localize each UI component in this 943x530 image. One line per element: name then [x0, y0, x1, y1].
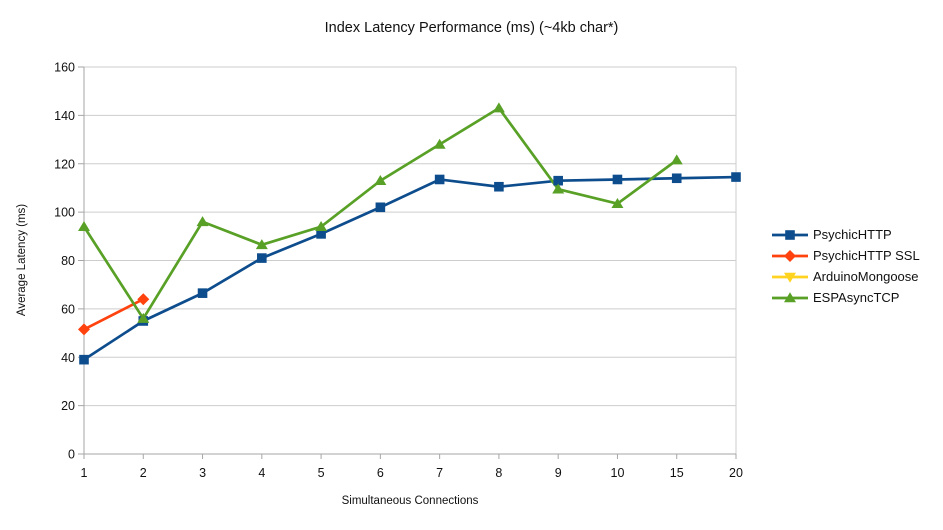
- legend-item-PsychicHTTP: PsychicHTTP: [772, 224, 920, 245]
- marker-PsychicHTTP: [79, 354, 89, 365]
- marker-ESPAsyncTCP: [196, 216, 209, 227]
- x-tick-label: 15: [670, 466, 684, 480]
- x-tick-label: 7: [436, 466, 443, 480]
- marker-ESPAsyncTCP: [374, 174, 387, 185]
- series-line-ESPAsyncTCP: [82, 106, 678, 322]
- legend-item-PsychicHTTP-SSL: PsychicHTTP SSL: [772, 245, 920, 266]
- legend-label: ESPAsyncTCP: [813, 290, 900, 305]
- marker-PsychicHTTP: [494, 181, 504, 192]
- y-tick-label: 20: [61, 399, 75, 413]
- marker-PsychicHTTP: [197, 288, 208, 298]
- marker-ESPAsyncTCP: [255, 239, 268, 250]
- x-tick-label: 4: [258, 466, 265, 480]
- chart-title: Index Latency Performance (ms) (~4kb cha…: [324, 20, 619, 36]
- x-tick-label: 9: [555, 466, 562, 480]
- legend-marker-shape: [785, 229, 795, 240]
- y-tick-label: 80: [61, 254, 75, 268]
- y-tick-label: 100: [54, 206, 75, 220]
- marker-PsychicHTTP: [375, 202, 386, 213]
- marker-PsychicHTTP-SSL: [78, 323, 90, 336]
- marker-ESPAsyncTCP: [78, 220, 90, 231]
- legend-item-ArduinoMongoose: ArduinoMongoose: [772, 266, 920, 287]
- legend-label: PsychicHTTP: [813, 227, 892, 242]
- legend-marker-diamond-icon: [772, 249, 808, 262]
- x-tick-label: 20: [729, 466, 743, 480]
- legend-marker-triangle-down-icon: [772, 272, 808, 283]
- marker-ESPAsyncTCP: [670, 154, 683, 165]
- legend-item-ESPAsyncTCP: ESPAsyncTCP: [772, 287, 920, 308]
- marker-PsychicHTTP: [257, 253, 267, 263]
- marker-PsychicHTTP-SSL: [137, 293, 150, 306]
- legend-marker-shape: [784, 249, 796, 262]
- x-tick-label: 5: [318, 466, 325, 480]
- y-tick-label: 120: [54, 157, 75, 171]
- x-tick-label: 10: [611, 466, 625, 480]
- marker-ESPAsyncTCP: [552, 183, 565, 194]
- marker-ESPAsyncTCP: [492, 102, 505, 113]
- x-axis-title: Simultaneous Connections: [341, 495, 479, 507]
- x-tick-label: 1: [81, 466, 88, 480]
- legend-label: PsychicHTTP SSL: [813, 248, 920, 263]
- marker-PsychicHTTP: [671, 173, 682, 184]
- x-tick-label: 2: [140, 466, 147, 480]
- legend-marker-shape: [784, 272, 796, 283]
- marker-PsychicHTTP: [434, 174, 445, 185]
- y-tick-label: 160: [54, 61, 75, 75]
- series-line-PsychicHTTP: [83, 175, 737, 361]
- x-tick-label: 6: [377, 466, 384, 480]
- marker-ESPAsyncTCP: [611, 197, 624, 208]
- legend-marker-triangle-up-icon: [772, 291, 808, 302]
- legend-marker-square-icon: [772, 229, 808, 240]
- marker-ESPAsyncTCP: [433, 138, 446, 149]
- y-tick-label: 140: [54, 109, 75, 123]
- y-tick-label: 40: [61, 351, 75, 365]
- legend: PsychicHTTP PsychicHTTP SSL ArduinoMongoos…: [772, 224, 920, 308]
- y-tick-label: 0: [68, 448, 75, 462]
- marker-ESPAsyncTCP: [137, 312, 150, 323]
- marker-PsychicHTTP: [553, 175, 563, 186]
- marker-ESPAsyncTCP: [315, 220, 328, 231]
- marker-PsychicHTTP: [316, 229, 326, 239]
- x-tick-label: 8: [495, 466, 502, 480]
- marker-PsychicHTTP: [731, 172, 741, 182]
- legend-marker-shape: [784, 291, 796, 302]
- x-tick-label: 3: [199, 466, 206, 480]
- marker-PsychicHTTP: [612, 174, 623, 185]
- y-tick-label: 60: [61, 302, 75, 316]
- legend-label: ArduinoMongoose: [813, 269, 919, 284]
